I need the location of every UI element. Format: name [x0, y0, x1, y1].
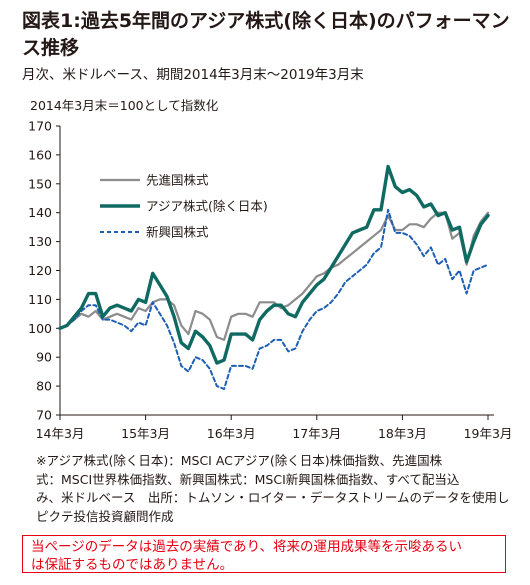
y-tick-label: 90 [36, 350, 52, 365]
y-tick-label: 160 [28, 147, 52, 162]
x-tick-label: 17年3月 [292, 426, 341, 441]
disclaimer-box: 当ページのデータは過去の実績であり、将来の運用成果等を示唆あるい は保証するもの… [22, 535, 506, 573]
legend-label: アジア株式(除く日本) [146, 199, 268, 214]
y-tick-label: 100 [28, 321, 52, 336]
legend-label: 先進国株式 [146, 173, 209, 188]
x-tick-label: 18年3月 [378, 426, 427, 441]
x-tick-label: 15年3月 [121, 426, 170, 441]
y-tick-label: 140 [28, 205, 52, 220]
disclaimer-line: 当ページのデータは過去の実績であり、将来の運用成果等を示唆あるい [31, 539, 463, 555]
source-notes: ※アジア株式(除く日本)：MSCI ACアジア(除く日本)株価指数、先進国株 式… [36, 452, 526, 526]
disclaimer-line: は保証するものではありません。 [31, 557, 234, 573]
y-tick-label: 70 [36, 408, 52, 423]
index-base-note: 2014年3月末＝100として指数化 [30, 98, 219, 113]
y-tick-label: 110 [28, 292, 52, 307]
note-line: ※アジア株式(除く日本)：MSCI ACアジア(除く日本)株価指数、先進国株 [36, 453, 443, 468]
legend-label: 新興国株式 [146, 225, 209, 240]
note-line: 式：MSCI世界株価指数、新興国株式：MSCI新興国株価指数、すべて配当込 [36, 471, 460, 487]
chart-subtitle: 月次、米ドルベース、期間2014年3月末～2019年3月末 [22, 67, 364, 83]
note-line: み、米ドルベース 出所：トムソン・ロイター・データストリームのデータを使用し [36, 490, 510, 505]
y-tick-label: 170 [28, 119, 52, 134]
series-line [59, 208, 489, 390]
x-tick-label: 14年3月 [36, 426, 85, 441]
series-line [58, 211, 490, 341]
y-tick-label: 80 [36, 379, 52, 394]
line-chart: 70 80 90 100 110 120 130 140 150 160 170 14年3月 15年3月… [28, 119, 513, 442]
y-tick-label: 130 [28, 234, 52, 249]
y-tick-label: 120 [28, 263, 52, 278]
note-line: ピクテ投信投資顧問作成 [36, 508, 174, 524]
y-tick-label: 150 [28, 176, 52, 191]
x-tick-label: 16年3月 [207, 426, 256, 441]
x-tick-label: 19年3月 [464, 426, 513, 441]
series-line [58, 164, 490, 365]
chart-title: 図表1:過去5年間のアジア株式(除く日本)のパフォーマンス推移 [22, 10, 510, 59]
